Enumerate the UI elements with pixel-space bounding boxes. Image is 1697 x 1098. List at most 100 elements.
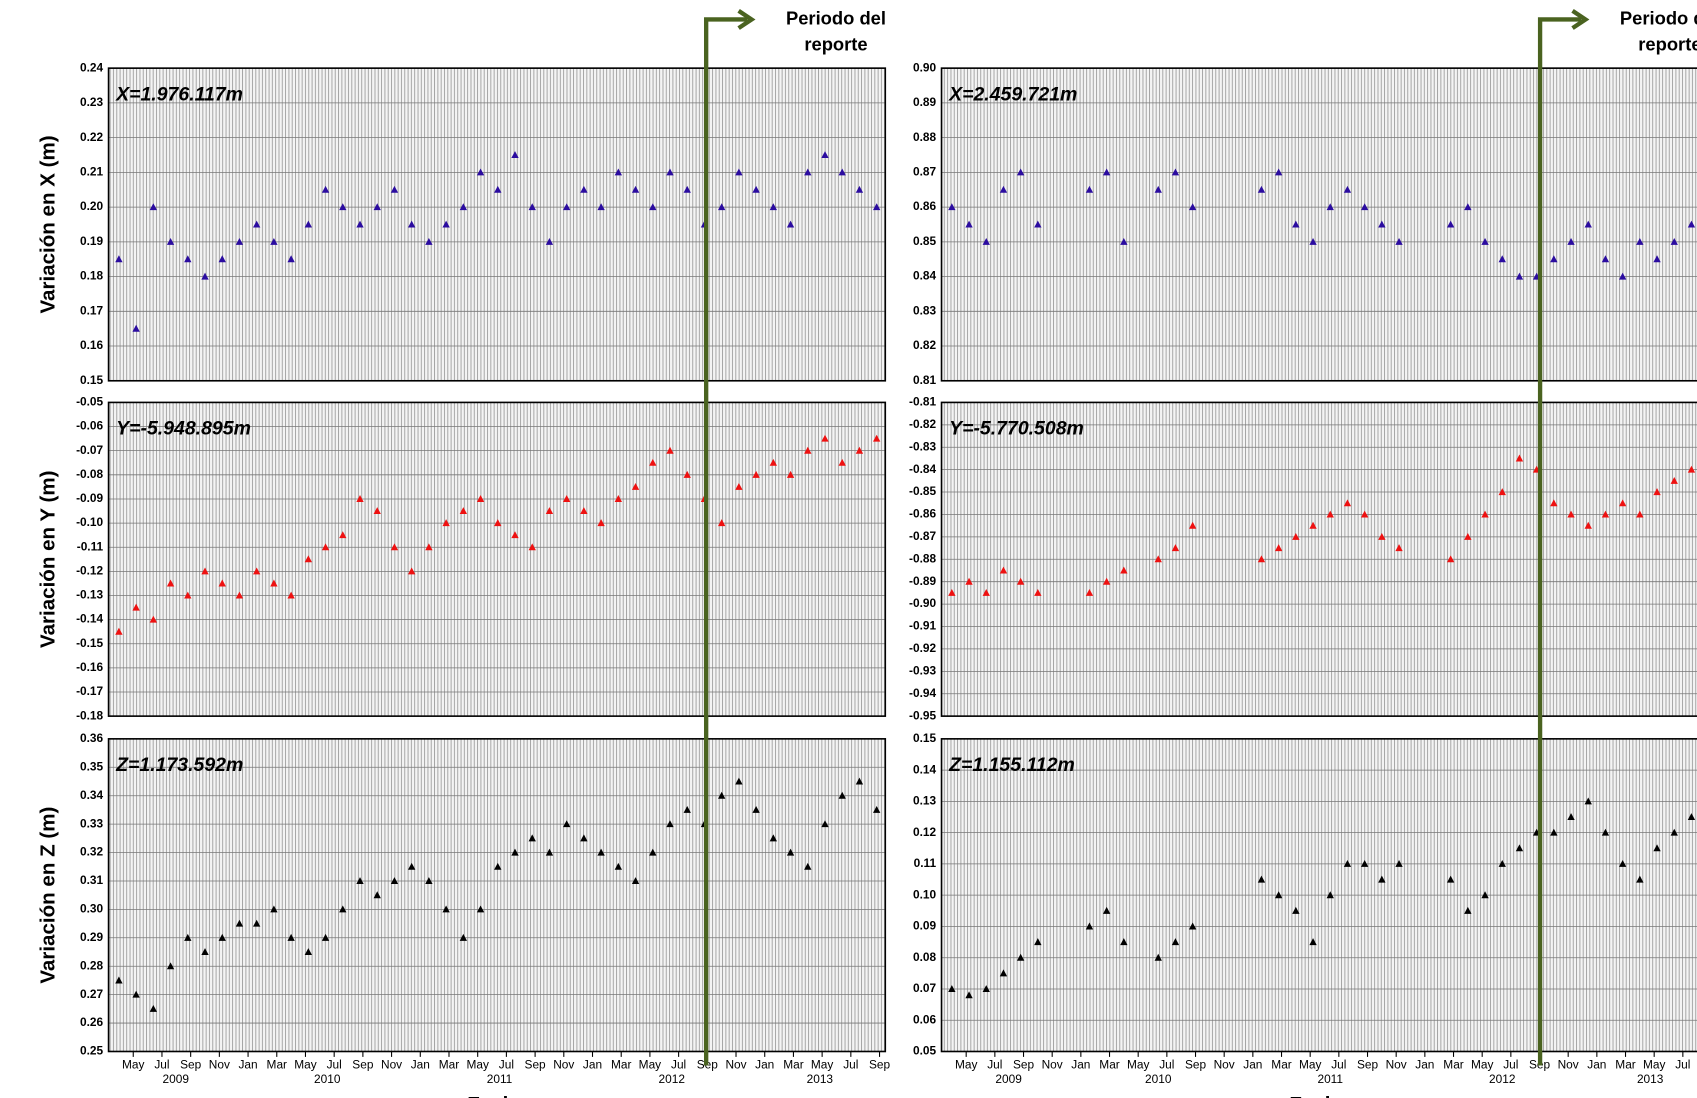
- year-label: 2012: [659, 1072, 685, 1086]
- point: [1171, 938, 1180, 946]
- point: [511, 151, 519, 159]
- point: [562, 820, 571, 828]
- y-tick-label: -0.06: [76, 419, 103, 433]
- y-tick-label: -0.86: [909, 507, 936, 521]
- point: [1670, 237, 1678, 245]
- point: [528, 834, 536, 842]
- x-tick-label: Sep: [180, 1058, 202, 1072]
- point: [235, 237, 244, 245]
- point: [982, 985, 990, 992]
- point: [1446, 220, 1455, 228]
- y-tick-label: 0.19: [80, 234, 104, 248]
- point: [356, 495, 364, 502]
- arrow-head: [1571, 9, 1590, 30]
- point: [1515, 272, 1524, 280]
- y-tick-label: 0.85: [913, 234, 937, 248]
- point: [1395, 237, 1403, 245]
- y-tick-label: -0.91: [909, 619, 936, 633]
- y-tick-label: 0.11: [914, 856, 937, 870]
- y-tick-label: 0.84: [913, 269, 937, 283]
- x-tick-label: Mar: [1615, 1058, 1635, 1072]
- point: [1550, 499, 1558, 507]
- plot-area: [108, 68, 886, 381]
- y-tick-label: -0.82: [909, 417, 936, 431]
- point: [1085, 922, 1094, 930]
- point: [649, 848, 657, 856]
- y-tick-label: -0.10: [76, 515, 103, 529]
- y-tick-label: -0.12: [76, 563, 103, 577]
- point: [965, 577, 973, 585]
- y-tick-label: 0.09: [913, 919, 937, 933]
- point: [287, 933, 295, 941]
- x-tick-label: May: [1299, 1058, 1321, 1072]
- year-label: 2013: [807, 1072, 834, 1086]
- x-tick-label: Jul: [1159, 1058, 1174, 1072]
- point: [1498, 860, 1506, 867]
- plot-area: [941, 68, 1697, 381]
- point: [1188, 521, 1197, 529]
- point: [1567, 510, 1575, 518]
- point: [442, 519, 450, 527]
- marker-label: reporte: [1638, 33, 1697, 54]
- point: [356, 877, 364, 884]
- year-label: 2011: [1317, 1072, 1343, 1086]
- x-tick-label: Sep: [525, 1058, 547, 1072]
- x-tick-label: Jul: [671, 1058, 686, 1072]
- marker-label: Periodo del: [1620, 7, 1697, 28]
- point: [132, 990, 140, 998]
- point: [838, 458, 846, 466]
- point: [1687, 220, 1696, 228]
- point: [321, 933, 330, 941]
- annotation: Z=1.173.592m: [115, 754, 243, 776]
- y-tick-label: 0.28: [80, 958, 104, 972]
- point: [166, 237, 175, 245]
- point: [270, 237, 278, 245]
- x-tick-label: Sep: [869, 1058, 891, 1072]
- x-tick-label: Jan: [1243, 1058, 1262, 1072]
- point: [356, 220, 364, 228]
- y-tick-label: -0.07: [76, 443, 103, 457]
- plot-frame: [940, 67, 1697, 382]
- point: [390, 543, 399, 551]
- x-tick-label: Jul: [1503, 1058, 1518, 1072]
- point: [287, 255, 295, 263]
- point: [1618, 860, 1627, 867]
- x-axis-label: Fecha: [467, 1093, 527, 1098]
- x-tick-label: Jul: [499, 1058, 514, 1072]
- point: [614, 862, 623, 870]
- point: [821, 151, 829, 159]
- point: [1154, 185, 1162, 193]
- point: [494, 519, 502, 527]
- x-tick-label: May: [294, 1058, 316, 1072]
- point: [115, 976, 123, 984]
- y-tick-label: -0.90: [909, 596, 936, 610]
- y-tick-label: -0.89: [909, 574, 936, 588]
- point: [1326, 510, 1334, 518]
- y-tick-label: 0.08: [913, 950, 937, 964]
- x-tick-label: Nov: [553, 1058, 574, 1072]
- point: [1360, 510, 1369, 518]
- point: [1515, 454, 1524, 462]
- y-tick-label: 0.22: [80, 130, 104, 144]
- point: [1292, 220, 1300, 228]
- point: [1309, 237, 1317, 245]
- y-tick-label: -0.05: [76, 395, 103, 409]
- point: [1618, 272, 1627, 280]
- point: [1378, 220, 1386, 228]
- point: [1446, 875, 1455, 883]
- point: [1034, 588, 1042, 596]
- y-tick-label: 0.18: [80, 269, 104, 283]
- point: [999, 969, 1008, 977]
- point: [1601, 828, 1610, 836]
- year-label: 2009: [995, 1072, 1022, 1086]
- point: [1515, 844, 1524, 852]
- point: [683, 470, 691, 478]
- point: [373, 891, 381, 899]
- point: [545, 507, 554, 515]
- point: [786, 848, 795, 856]
- x-tick-label: Jul: [1331, 1058, 1346, 1072]
- x-tick-label: May: [122, 1058, 144, 1072]
- point: [1257, 555, 1266, 563]
- point: [1636, 875, 1644, 883]
